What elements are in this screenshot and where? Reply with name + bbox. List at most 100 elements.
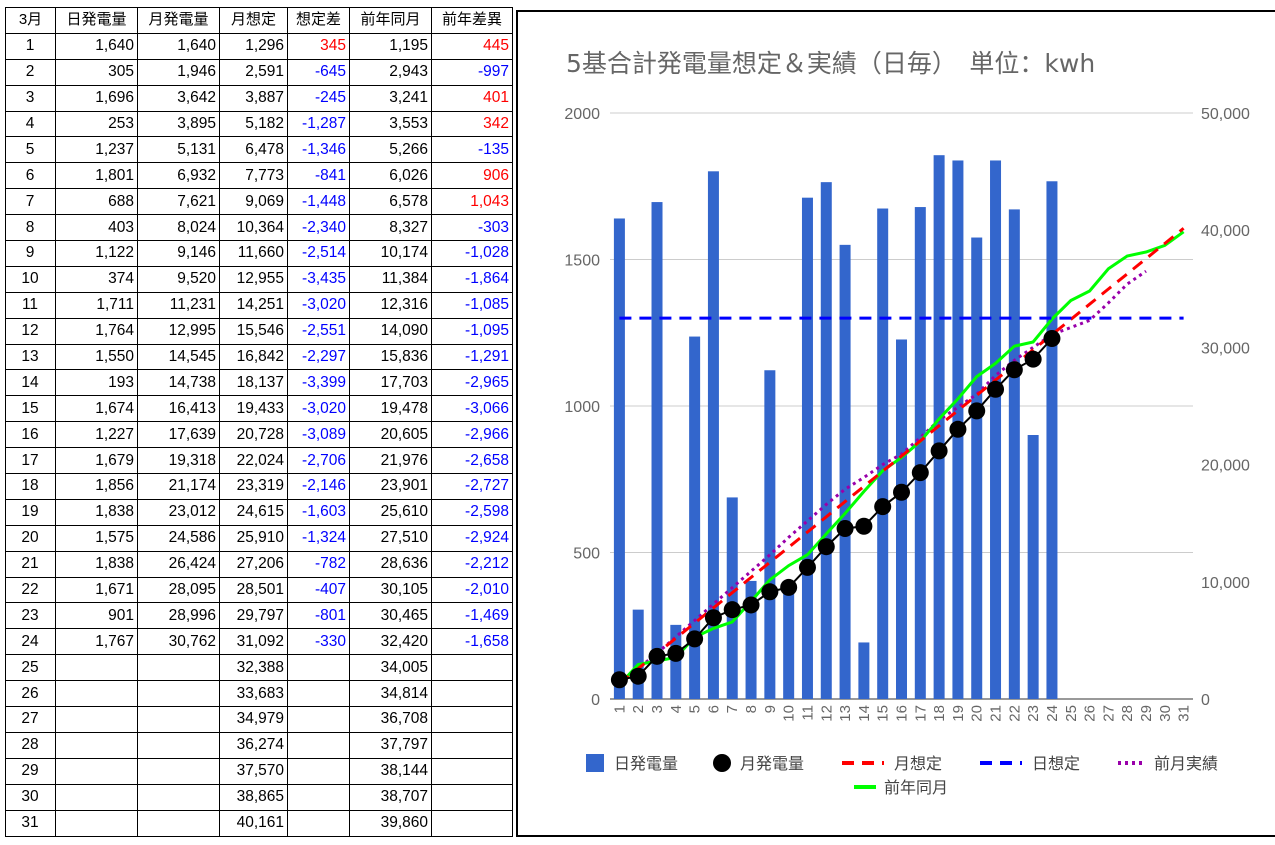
table-cell[interactable]: 1,640	[55, 32, 138, 60]
table-cell[interactable]: 6,026	[349, 162, 432, 190]
table-cell[interactable]: 34,979	[219, 706, 288, 733]
table-cell[interactable]	[137, 783, 220, 811]
day-cell[interactable]: 7	[5, 188, 56, 216]
table-cell[interactable]: 1,671	[55, 576, 138, 604]
table-cell[interactable]: 16,413	[137, 395, 220, 423]
table-cell[interactable]: 37,570	[219, 757, 288, 785]
table-cell[interactable]: 33,683	[219, 680, 288, 708]
day-cell[interactable]: 12	[5, 317, 56, 345]
table-cell[interactable]	[55, 757, 138, 785]
table-cell[interactable]: 15,836	[349, 343, 432, 371]
table-cell[interactable]: 25,910	[219, 524, 288, 552]
day-cell[interactable]: 31	[5, 809, 56, 837]
day-cell[interactable]: 3	[5, 84, 56, 112]
table-cell[interactable]: 345	[287, 32, 350, 60]
table-cell[interactable]: -2,514	[287, 240, 350, 267]
table-cell[interactable]	[55, 680, 138, 708]
day-cell[interactable]: 16	[5, 421, 56, 449]
table-cell[interactable]: 1,575	[55, 524, 138, 552]
day-cell[interactable]: 17	[5, 447, 56, 475]
table-cell[interactable]: -1,469	[431, 602, 513, 630]
table-cell[interactable]: -645	[287, 58, 350, 86]
table-cell[interactable]: -1,864	[431, 265, 513, 293]
table-cell[interactable]: -1,028	[431, 240, 513, 267]
table-cell[interactable]: 34,005	[349, 654, 432, 682]
table-cell[interactable]: 7,773	[219, 162, 288, 190]
table-cell[interactable]: 40,161	[219, 809, 288, 837]
table-cell[interactable]: -2,212	[431, 550, 513, 578]
table-cell[interactable]	[137, 809, 220, 837]
table-cell[interactable]: -2,706	[287, 447, 350, 475]
table-cell[interactable]: 19,478	[349, 395, 432, 423]
table-cell[interactable]: 2,943	[349, 58, 432, 86]
table-cell[interactable]: 15,546	[219, 317, 288, 345]
table-cell[interactable]: 36,274	[219, 731, 288, 759]
table-cell[interactable]	[431, 757, 513, 785]
table-cell[interactable]: -2,966	[431, 421, 513, 449]
table-cell[interactable]: 32,388	[219, 654, 288, 682]
table-cell[interactable]: 14,738	[137, 369, 220, 397]
table-cell[interactable]: 38,144	[349, 757, 432, 785]
table-cell[interactable]: 445	[431, 32, 513, 60]
table-cell[interactable]: 3,553	[349, 110, 432, 138]
table-cell[interactable]: 28,636	[349, 550, 432, 578]
table-cell[interactable]: 39,860	[349, 809, 432, 837]
table-cell[interactable]: -997	[431, 58, 513, 86]
day-cell[interactable]: 4	[5, 110, 56, 138]
table-cell[interactable]	[137, 706, 220, 733]
table-cell[interactable]: 1,838	[55, 498, 138, 526]
table-cell[interactable]: -1,324	[287, 524, 350, 552]
table-cell[interactable]: 20,728	[219, 421, 288, 449]
table-cell[interactable]: 24,615	[219, 498, 288, 526]
table-cell[interactable]: 9,146	[137, 240, 220, 267]
table-cell[interactable]: -3,089	[287, 421, 350, 449]
table-cell[interactable]: 30,105	[349, 576, 432, 604]
table-cell[interactable]	[137, 680, 220, 708]
column-header[interactable]: 月発電量	[137, 7, 220, 34]
table-cell[interactable]: -2,551	[287, 317, 350, 345]
table-cell[interactable]: -3,399	[287, 369, 350, 397]
table-cell[interactable]: 901	[55, 602, 138, 630]
table-cell[interactable]: 29,797	[219, 602, 288, 630]
day-cell[interactable]: 15	[5, 395, 56, 423]
table-cell[interactable]: 1,856	[55, 473, 138, 500]
table-cell[interactable]: -2,598	[431, 498, 513, 526]
table-cell[interactable]	[431, 809, 513, 837]
table-cell[interactable]: 11,231	[137, 291, 220, 319]
column-header[interactable]: 月想定	[219, 7, 288, 34]
table-cell[interactable]: 28,996	[137, 602, 220, 630]
table-cell[interactable]	[431, 706, 513, 733]
table-cell[interactable]: 26,424	[137, 550, 220, 578]
table-cell[interactable]: 1,838	[55, 550, 138, 578]
table-cell[interactable]: -1,287	[287, 110, 350, 138]
table-cell[interactable]: -3,020	[287, 395, 350, 423]
day-cell[interactable]: 9	[5, 240, 56, 267]
column-header[interactable]: 日発電量	[55, 7, 138, 34]
table-cell[interactable]: 8,024	[137, 214, 220, 242]
table-cell[interactable]	[137, 731, 220, 759]
table-cell[interactable]: 36,708	[349, 706, 432, 733]
table-cell[interactable]	[55, 706, 138, 733]
table-cell[interactable]: 30,465	[349, 602, 432, 630]
table-cell[interactable]: 6,932	[137, 162, 220, 190]
day-cell[interactable]: 1	[5, 32, 56, 60]
table-cell[interactable]: 3,241	[349, 84, 432, 112]
table-cell[interactable]: 17,639	[137, 421, 220, 449]
table-cell[interactable]: 7,621	[137, 188, 220, 216]
day-cell[interactable]: 2	[5, 58, 56, 86]
table-cell[interactable]: 1,237	[55, 136, 138, 164]
table-cell[interactable]	[287, 757, 350, 785]
table-cell[interactable]: -1,448	[287, 188, 350, 216]
table-cell[interactable]	[55, 783, 138, 811]
table-cell[interactable]: 1,946	[137, 58, 220, 86]
table-cell[interactable]: 21,976	[349, 447, 432, 475]
table-cell[interactable]: -2,010	[431, 576, 513, 604]
table-cell[interactable]: 27,510	[349, 524, 432, 552]
table-cell[interactable]	[55, 654, 138, 682]
table-cell[interactable]: 403	[55, 214, 138, 242]
table-cell[interactable]: 688	[55, 188, 138, 216]
table-cell[interactable]: 1,227	[55, 421, 138, 449]
table-cell[interactable]: -2,924	[431, 524, 513, 552]
table-cell[interactable]	[431, 783, 513, 811]
column-header[interactable]: 3月	[5, 7, 56, 34]
